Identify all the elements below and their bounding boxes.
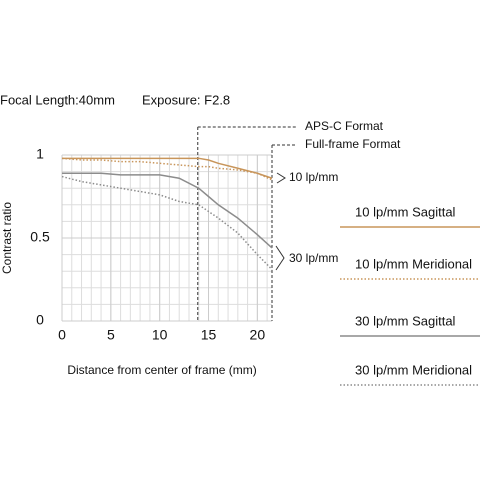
format-label: Full-frame Format — [305, 137, 401, 151]
group-label: 30 lp/mm — [289, 251, 338, 265]
legend-label: 10 lp/mm Sagittal — [355, 204, 456, 219]
y-tick-label: 0 — [36, 312, 44, 328]
format-label: APS-C Format — [305, 119, 384, 133]
legend-label: 10 lp/mm Meridional — [355, 256, 472, 271]
y-tick-label: 0.5 — [30, 229, 50, 245]
focal-length: Focal Length:40mm — [0, 92, 115, 107]
x-tick-label: 20 — [250, 327, 266, 343]
x-tick-label: 0 — [58, 327, 66, 343]
series-line — [62, 172, 273, 249]
series-line — [61, 175, 273, 271]
series-line — [61, 157, 273, 181]
arrow — [276, 172, 286, 184]
y-tick-label: 1 — [36, 146, 44, 162]
legend-label: 30 lp/mm Meridional — [355, 362, 472, 377]
x-tick-label: 10 — [152, 327, 168, 343]
group-label: 10 lp/mm — [289, 170, 338, 184]
series-line — [62, 157, 273, 179]
brace — [275, 245, 285, 271]
y-axis-label: Contrast ratio — [0, 202, 14, 274]
legend-label: 30 lp/mm Sagittal — [355, 313, 456, 328]
exposure: Exposure: F2.8 — [142, 92, 230, 107]
x-axis-label: Distance from center of frame (mm) — [67, 363, 256, 377]
x-tick-label: 5 — [107, 327, 115, 343]
x-tick-label: 15 — [201, 327, 217, 343]
